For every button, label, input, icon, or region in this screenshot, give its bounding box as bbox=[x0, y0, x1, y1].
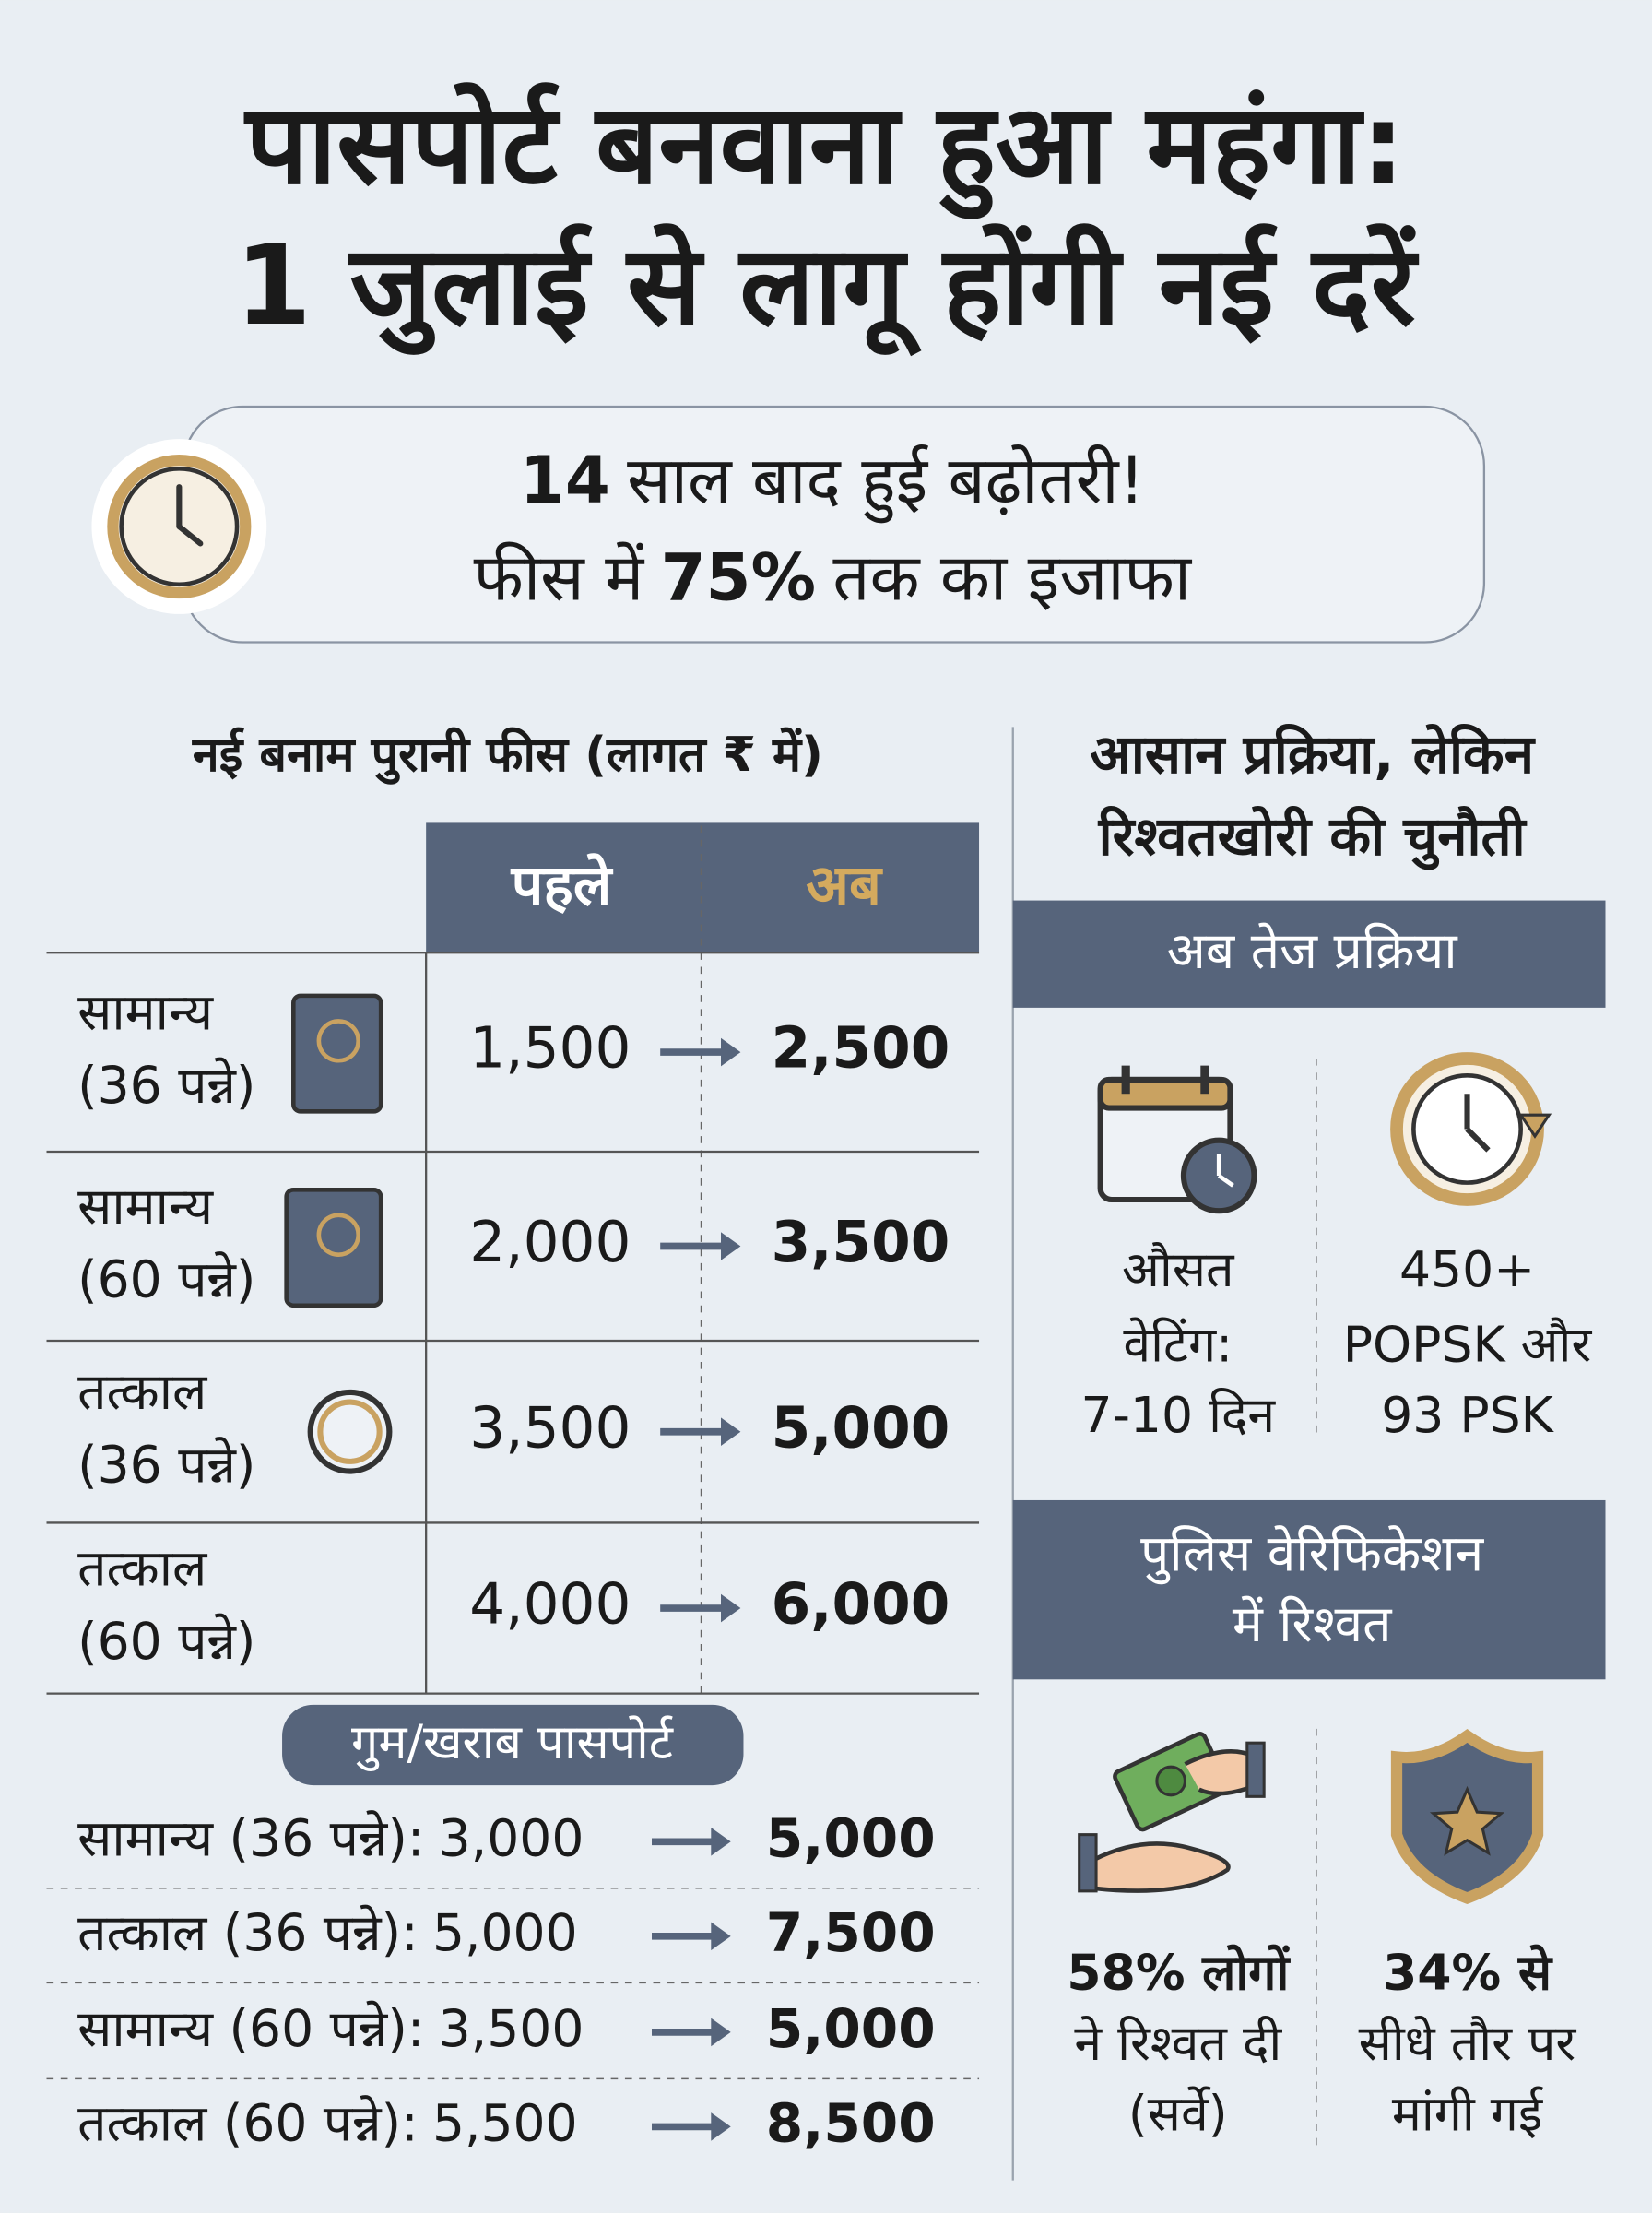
arrow-head bbox=[711, 2112, 731, 2141]
section-title: रिश्वतखोरी की चुनौती bbox=[1098, 805, 1528, 870]
arrow-head bbox=[711, 1827, 731, 1856]
old-fee: 2,000 bbox=[469, 1210, 631, 1275]
new-fee: 5,000 bbox=[772, 1395, 950, 1461]
row-label: सामान्य bbox=[77, 982, 214, 1041]
lost-old: 5,500 bbox=[432, 2094, 578, 2153]
row-label: (60 पन्ने) bbox=[77, 1612, 255, 1671]
lost-label: तत्काल (36 पन्ने): bbox=[77, 1903, 418, 1962]
item-text: 58% लोगों bbox=[1067, 1943, 1291, 2001]
new-fee: 2,500 bbox=[772, 1016, 950, 1082]
lost-row: सामान्य (36 पन्ने): 3,000 bbox=[77, 1808, 584, 1867]
arrow-head bbox=[720, 1417, 741, 1447]
banner-line: फीस में 75% तक का इजाफा bbox=[474, 539, 1193, 615]
lost-old: 3,500 bbox=[439, 1999, 584, 2058]
banner-line: 14 साल बाद हुई बढ़ोतरी! bbox=[520, 443, 1145, 524]
new-fee: 6,000 bbox=[772, 1572, 950, 1638]
section-title: आसान प्रक्रिया, लेकिन bbox=[1090, 723, 1535, 786]
banner-bold: 75% bbox=[661, 539, 816, 615]
row-label: तत्काल bbox=[77, 1538, 208, 1597]
passport-globe bbox=[316, 1213, 360, 1257]
item-text: औसत bbox=[1122, 1240, 1235, 1298]
lost-badge bbox=[282, 1704, 744, 1786]
passport-icon bbox=[284, 1187, 384, 1308]
item-text: सीधे तौर पर bbox=[1359, 2014, 1577, 2072]
police-badge-icon bbox=[1390, 1728, 1544, 1905]
bribe-title: पुलिस वेरिफिकेशन bbox=[1140, 1523, 1485, 1584]
clock-icon bbox=[119, 467, 240, 587]
new-fee: 3,500 bbox=[772, 1210, 950, 1275]
stopwatch-ring bbox=[317, 1399, 383, 1464]
banner-bold: 14 bbox=[520, 443, 610, 518]
lost-label: सामान्य (36 पन्ने): bbox=[77, 1808, 424, 1867]
item-text: वेटिंग: bbox=[1123, 1315, 1233, 1373]
lost-row: तत्काल (36 पन्ने): 5,000 bbox=[77, 1903, 577, 1962]
refresh-clock-icon bbox=[1390, 1052, 1552, 1206]
lost-old: 3,000 bbox=[439, 1808, 584, 1867]
process-header bbox=[1012, 900, 1606, 1008]
item-text: ने रिश्वत दी bbox=[1074, 2014, 1282, 2072]
arrow-head bbox=[720, 1037, 741, 1067]
header-cell: अब bbox=[806, 853, 883, 918]
bribe-header bbox=[1012, 1499, 1606, 1680]
passport-globe bbox=[316, 1019, 360, 1063]
passport-icon bbox=[291, 993, 384, 1114]
title-line: पासपोर्ट बनवाना हुआ महंगा: bbox=[243, 81, 1405, 219]
row-label: (36 पन्ने) bbox=[77, 1436, 255, 1495]
table-header bbox=[426, 822, 980, 953]
item-text: POPSK और bbox=[1343, 1315, 1593, 1373]
old-fee: 4,000 bbox=[469, 1572, 631, 1638]
banner-text: फीस में bbox=[474, 539, 645, 615]
lost-new: 5,000 bbox=[766, 1806, 936, 1869]
row-label: सामान्य bbox=[77, 1177, 214, 1236]
lost-new: 8,500 bbox=[766, 2092, 936, 2155]
bribe-title: में रिश्वत bbox=[1233, 1594, 1393, 1653]
lost-row: तत्काल (60 पन्ने): 5,500 bbox=[77, 2094, 577, 2153]
title-line: 1 जुलाई से लागू होंगी नई दरें bbox=[235, 222, 1420, 357]
old-fee: 1,500 bbox=[469, 1016, 631, 1082]
item-text: 450+ bbox=[1399, 1240, 1535, 1298]
old-fee: 3,500 bbox=[469, 1395, 631, 1461]
clock-hands bbox=[176, 484, 204, 547]
item-text: 93 PSK bbox=[1381, 1386, 1554, 1444]
process-title: अब तेज प्रक्रिया bbox=[1167, 921, 1459, 980]
section-title: नई बनाम पुरानी फीस (लागत ₹ में) bbox=[192, 727, 823, 785]
header-cell: पहले bbox=[511, 853, 614, 918]
lost-title: गुम/खराब पासपोर्ट bbox=[351, 1715, 674, 1771]
row-label: (60 पन्ने) bbox=[77, 1249, 255, 1308]
lost-label: तत्काल (60 पन्ने): bbox=[77, 2094, 418, 2153]
lost-new: 7,500 bbox=[766, 1901, 936, 1964]
banner-text: साल बाद हुई बढ़ोतरी! bbox=[627, 443, 1145, 524]
banner-text: तक का इजाफा bbox=[832, 539, 1192, 615]
row-label: तत्काल bbox=[77, 1362, 208, 1421]
arrow-head bbox=[711, 2018, 731, 2047]
item-text: 7-10 दिन bbox=[1081, 1386, 1277, 1444]
lost-old: 5,000 bbox=[432, 1903, 578, 1962]
item-text: 34% से bbox=[1383, 1943, 1553, 2001]
arrow-head bbox=[720, 1593, 741, 1623]
arrow-head bbox=[711, 1922, 731, 1951]
money-hand-icon bbox=[1078, 1732, 1266, 1893]
calendar-icon bbox=[1097, 1065, 1257, 1214]
lost-new: 5,000 bbox=[766, 1997, 936, 2060]
lost-label: सामान्य (60 पन्ने): bbox=[77, 1999, 424, 2058]
arrow-head bbox=[720, 1232, 741, 1260]
item-text: (सर्वे) bbox=[1128, 2084, 1228, 2142]
row-label: (36 पन्ने) bbox=[77, 1056, 255, 1115]
item-text: मांगी गई bbox=[1392, 2084, 1544, 2142]
lost-row: सामान्य (60 पन्ने): 3,500 bbox=[77, 1999, 584, 2058]
